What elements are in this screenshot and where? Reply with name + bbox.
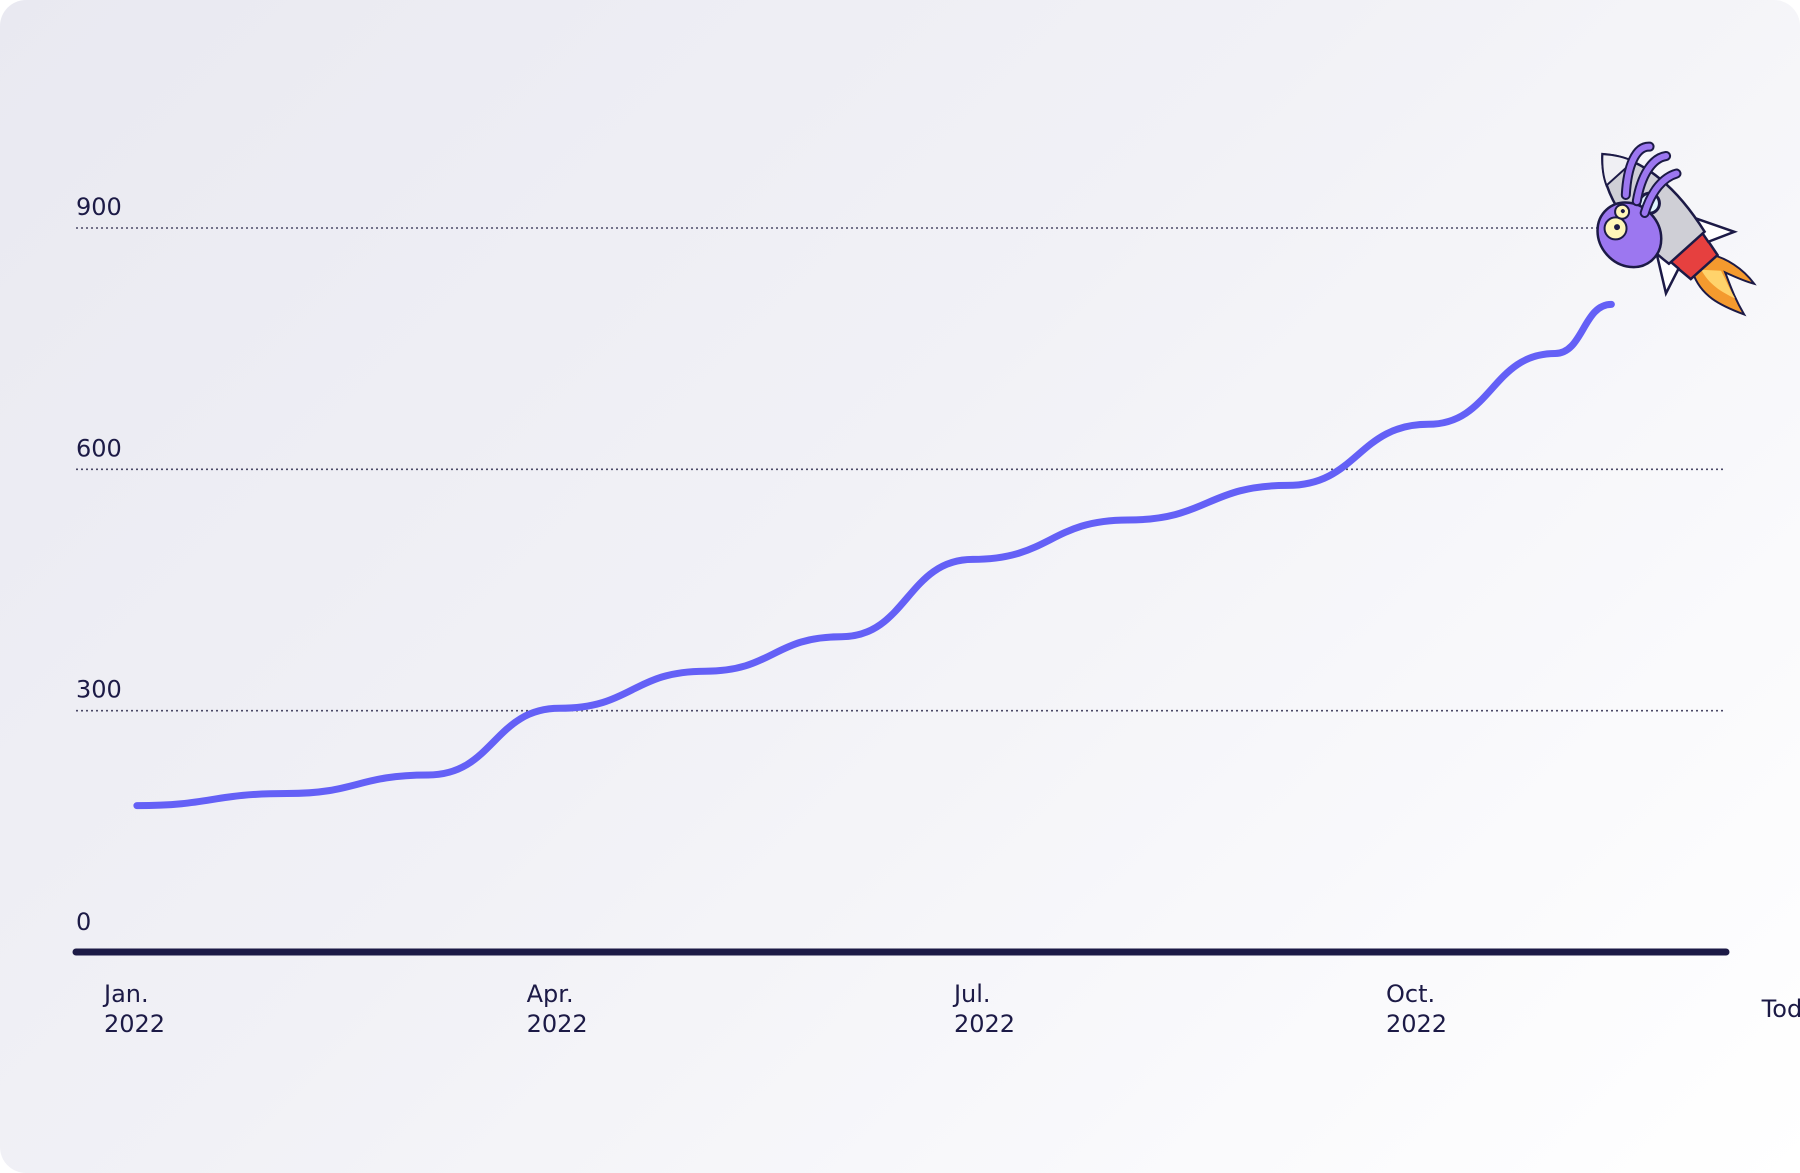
y-tick-label: 900	[76, 193, 122, 221]
x-tick-label: Jan. 2022	[102, 980, 165, 1038]
x-axis-labels: Jan.2022 Apr.2022 Jul.2022 Oct.2022 Today	[102, 980, 1800, 1038]
x-tick-label: Jul. 2022	[952, 980, 1015, 1038]
series-line	[133, 300, 1615, 810]
y-axis-labels: 0 300 600 900	[76, 193, 122, 936]
y-tick-label: 300	[76, 676, 122, 704]
y-tick-label: 600	[76, 434, 122, 462]
flame-icon	[1691, 253, 1757, 317]
rocket-mascot-icon	[1596, 141, 1757, 317]
series-layer	[133, 300, 1615, 810]
gridlines	[72, 227, 1730, 956]
octopus-rider-icon	[1596, 141, 1682, 269]
y-tick-label: 0	[76, 908, 91, 936]
x-tick-label: Today	[1761, 995, 1800, 1023]
x-tick-label: Oct. 2022	[1386, 980, 1447, 1038]
x-tick-label: Apr. 2022	[527, 980, 588, 1038]
